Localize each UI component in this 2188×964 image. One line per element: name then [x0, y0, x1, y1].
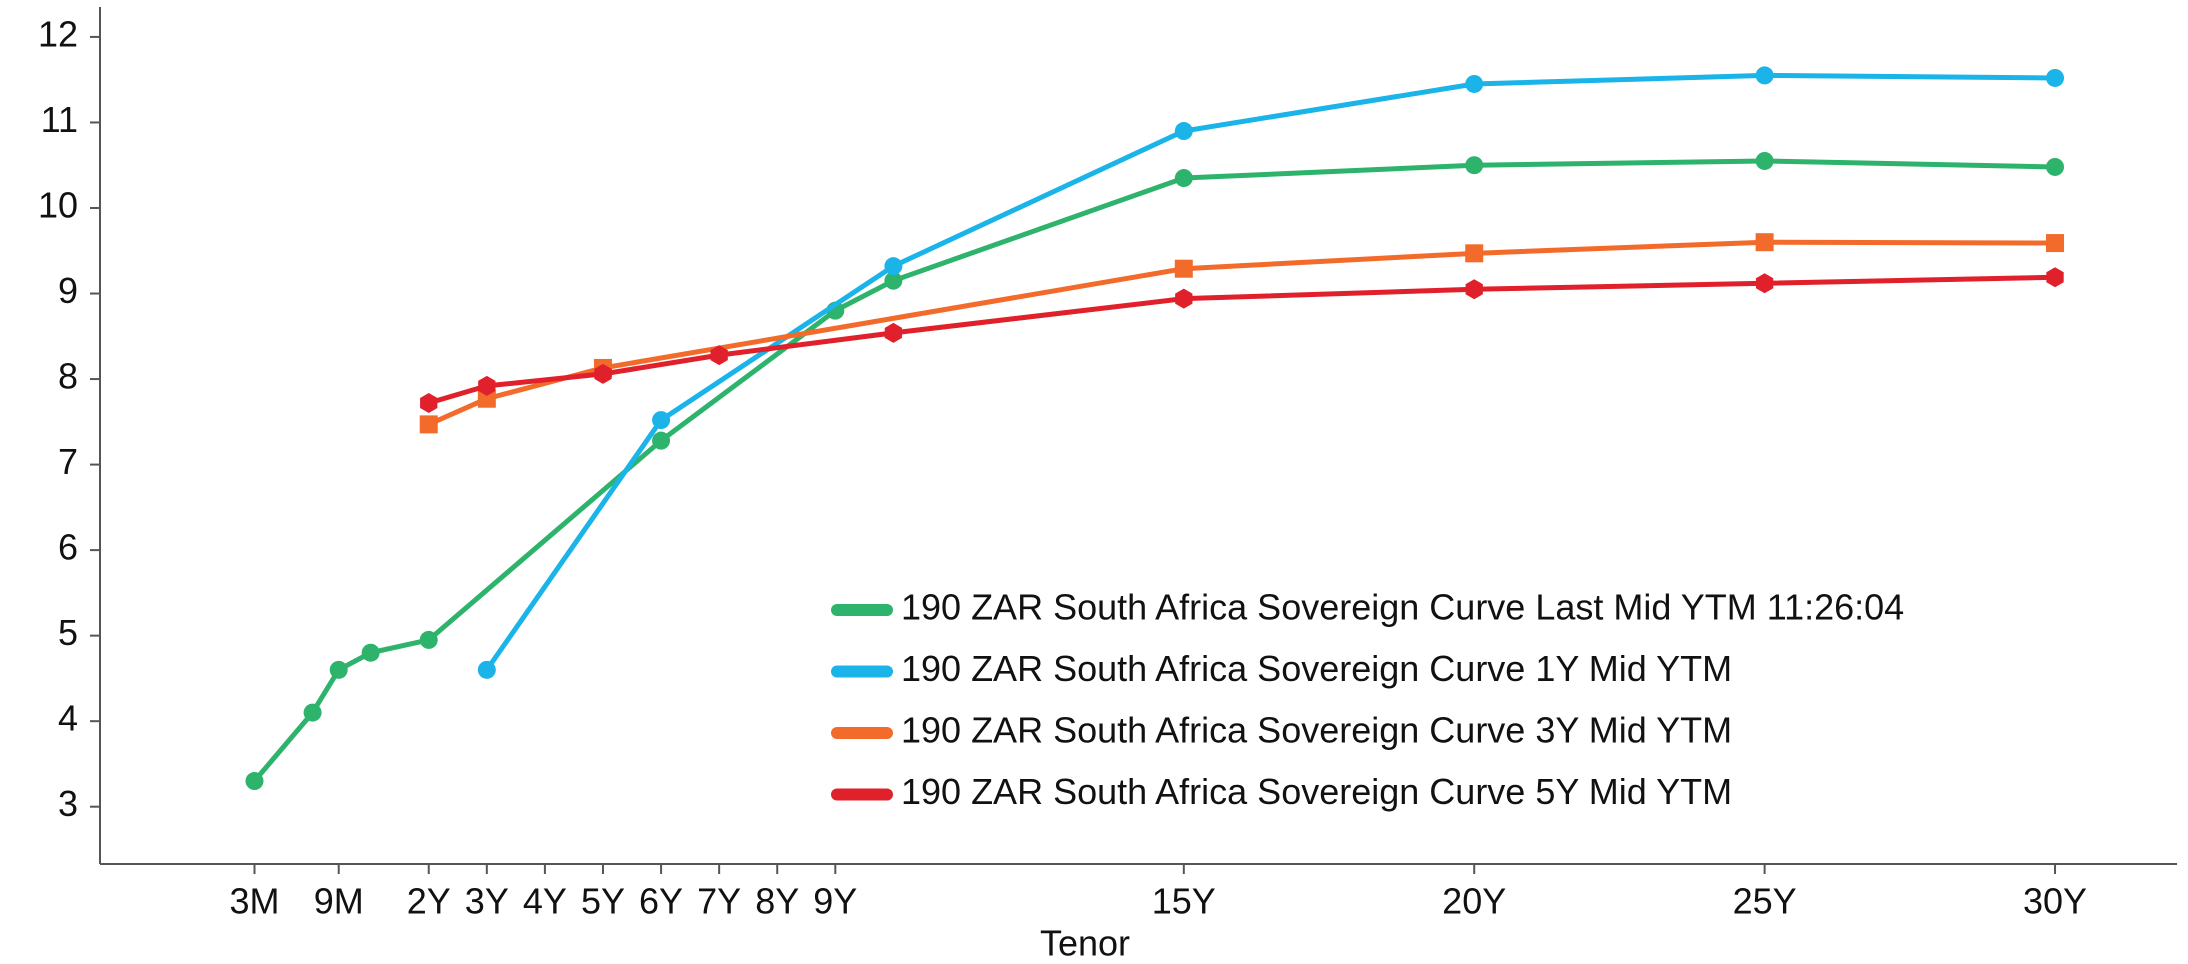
data-point	[1755, 273, 1774, 294]
y-tick-label: 11	[41, 99, 78, 140]
data-point	[1174, 169, 1193, 188]
data-point	[2046, 267, 2064, 288]
x-tick-label: 9M	[314, 881, 364, 922]
data-point	[884, 322, 903, 343]
x-tick-label: 15Y	[1152, 881, 1216, 922]
legend-label: 190 ZAR South Africa Sovereign Curve 3Y …	[901, 710, 1732, 751]
data-point	[419, 630, 438, 649]
x-tick-label: 30Y	[2023, 881, 2087, 922]
series-line	[427, 239, 2056, 427]
data-point	[1174, 122, 1193, 141]
data-point	[652, 431, 671, 450]
series-line	[428, 274, 2056, 406]
data-point	[1175, 288, 1193, 309]
y-tick-label: 8	[58, 356, 78, 397]
y-tick-label: 9	[58, 270, 78, 311]
legend-label: 190 ZAR South Africa Sovereign Curve 5Y …	[901, 771, 1732, 812]
data-point	[478, 375, 496, 396]
x-tick-label: 3Y	[465, 881, 509, 922]
x-tick-label: 3M	[229, 881, 279, 922]
y-tick-label: 5	[58, 612, 78, 653]
y-tick-label: 3	[58, 783, 78, 824]
y-tick-label: 10	[38, 185, 78, 226]
data-point	[419, 415, 438, 434]
y-tick-label: 12	[38, 13, 78, 54]
data-point	[329, 660, 348, 679]
legend-label: 190 ZAR South Africa Sovereign Curve Las…	[901, 587, 1904, 628]
data-point	[884, 271, 903, 290]
data-point	[2046, 234, 2065, 253]
x-tick-label: 8Y	[755, 881, 799, 922]
data-point	[2046, 68, 2065, 87]
data-point	[594, 363, 612, 384]
data-point	[652, 411, 671, 430]
data-point	[245, 772, 264, 791]
x-tick-label: 4Y	[523, 881, 567, 922]
data-point	[420, 392, 438, 413]
data-point	[884, 257, 903, 276]
data-point	[477, 389, 496, 408]
x-axis-label: Tenor	[1040, 923, 1130, 964]
legend-label: 190 ZAR South Africa Sovereign Curve 1Y …	[901, 648, 1732, 689]
x-tick-label: 7Y	[697, 881, 741, 922]
data-point	[477, 660, 496, 679]
x-tick-label: 9Y	[813, 881, 857, 922]
data-point	[1755, 151, 1774, 170]
x-tick-label: 20Y	[1442, 881, 1506, 922]
data-point	[1465, 244, 1484, 263]
x-tick-label: 6Y	[639, 881, 683, 922]
data-point	[1755, 66, 1774, 85]
data-point	[1174, 259, 1193, 278]
x-tick-label: 2Y	[407, 881, 451, 922]
data-point	[303, 703, 322, 722]
y-tick-label: 4	[58, 698, 78, 739]
data-point	[1465, 156, 1484, 175]
x-tick-label: 5Y	[581, 881, 625, 922]
data-point	[1465, 279, 1483, 300]
data-point	[1755, 233, 1774, 252]
data-point	[2046, 157, 2065, 176]
x-tick-label: 25Y	[1733, 881, 1797, 922]
y-tick-label: 7	[58, 441, 78, 482]
data-point	[1465, 74, 1484, 93]
data-point	[710, 345, 728, 366]
data-point	[361, 643, 380, 662]
y-tick-label: 6	[58, 527, 78, 568]
